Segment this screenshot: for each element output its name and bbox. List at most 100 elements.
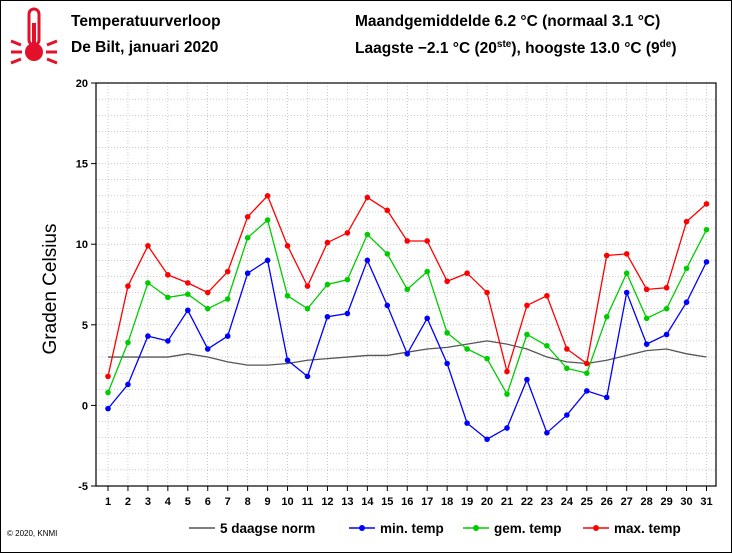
point-min — [564, 412, 570, 418]
point-max — [384, 207, 391, 214]
y-tick-label: 5 — [82, 320, 88, 332]
extremes-suffix: ) — [671, 40, 677, 58]
point-max — [364, 194, 371, 201]
x-tick-label: 13 — [341, 496, 353, 508]
point-mean — [504, 391, 510, 397]
extremes-mid: ), hoogste 13.0 °C (9 — [511, 40, 660, 58]
point-max — [204, 289, 211, 296]
point-min — [125, 381, 131, 388]
point-max — [564, 346, 570, 352]
point-max — [703, 201, 710, 207]
point-min — [464, 420, 470, 426]
point-max — [484, 289, 490, 296]
point-min — [424, 315, 431, 322]
x-tick-label: 12 — [321, 496, 333, 508]
point-mean — [404, 286, 411, 293]
x-tick-label: 14 — [361, 496, 374, 508]
point-mean — [244, 234, 251, 241]
point-mean — [145, 280, 151, 286]
point-max — [125, 283, 131, 289]
point-mean — [204, 305, 211, 312]
x-tick-label: 20 — [481, 496, 493, 508]
y-axis-label: Graden Celsius — [40, 224, 61, 355]
point-max — [683, 218, 690, 225]
point-max — [324, 239, 331, 246]
point-min — [384, 302, 391, 309]
point-max — [145, 243, 151, 249]
point-min — [444, 360, 450, 367]
point-min — [324, 313, 331, 320]
point-max — [544, 292, 550, 299]
grid-layer — [96, 83, 716, 486]
point-min — [504, 425, 510, 431]
point-mean — [643, 315, 650, 322]
point-max — [344, 230, 351, 236]
point-min — [185, 307, 191, 314]
point-min — [284, 357, 291, 364]
point-min — [703, 259, 710, 265]
x-tick-label: 10 — [281, 496, 293, 508]
x-tick-label: 27 — [621, 496, 633, 508]
point-mean — [464, 346, 470, 352]
x-tick-label: 30 — [680, 496, 692, 508]
x-tick-label: 19 — [461, 496, 473, 508]
point-mean — [484, 355, 490, 362]
legend-label-min: min. temp — [380, 521, 444, 536]
x-tick-label: 8 — [245, 496, 251, 508]
point-min — [544, 430, 550, 436]
point-max — [524, 302, 530, 309]
x-tick-label: 1 — [105, 496, 111, 508]
extremes-sup-high: de — [659, 39, 672, 50]
x-tick-label: 9 — [265, 496, 271, 508]
legend-marker-min — [359, 525, 365, 531]
y-tick-label: 20 — [76, 78, 88, 90]
x-tick-label: 5 — [185, 496, 191, 508]
x-tick-label: 31 — [700, 496, 712, 508]
x-axis: 1 2 3 4 5 6 7 8 9 10 11 12 13 14 15 16 17 18 19 20 21 22 23 24 2… — [105, 486, 713, 508]
point-max — [105, 373, 111, 380]
x-tick-label: 22 — [521, 496, 533, 508]
x-tick-label: 17 — [421, 496, 433, 508]
copyright: © 2020, KNMI — [7, 529, 57, 538]
point-max — [504, 368, 510, 375]
x-tick-label: 4 — [165, 496, 172, 508]
point-mean — [304, 305, 311, 312]
point-max — [185, 280, 191, 286]
x-tick-label: 26 — [601, 496, 613, 508]
point-max — [464, 270, 470, 277]
y-tick-label: 10 — [76, 239, 88, 251]
x-tick-label: 25 — [581, 496, 593, 508]
extremes-prefix: Laagste −2.1 °C (20 — [355, 40, 497, 58]
point-min — [165, 338, 171, 344]
point-min — [224, 333, 231, 339]
point-min — [484, 436, 490, 443]
point-max — [584, 360, 590, 367]
point-min — [145, 333, 151, 339]
point-max — [444, 278, 450, 285]
point-min — [264, 257, 271, 264]
point-min — [204, 346, 211, 352]
legend: 5 daagse norm min. temp gem. temp max. temp — [189, 521, 681, 536]
point-mean — [324, 281, 331, 288]
point-mean — [564, 365, 570, 372]
point-min — [524, 376, 530, 383]
point-mean — [125, 339, 131, 346]
point-mean — [264, 217, 271, 223]
point-min — [643, 341, 650, 347]
point-mean — [584, 370, 590, 376]
point-mean — [165, 294, 171, 301]
point-mean — [424, 268, 431, 275]
point-min — [364, 257, 371, 264]
point-mean — [384, 251, 391, 257]
point-mean — [185, 291, 191, 297]
point-min — [404, 351, 411, 357]
point-max — [643, 286, 650, 293]
point-max — [424, 238, 431, 244]
x-tick-label: 6 — [205, 496, 211, 508]
x-tick-label: 3 — [145, 496, 151, 508]
point-mean — [284, 292, 291, 299]
x-tick-label: 28 — [641, 496, 653, 508]
x-tick-label: 16 — [401, 496, 413, 508]
point-mean — [344, 276, 351, 283]
